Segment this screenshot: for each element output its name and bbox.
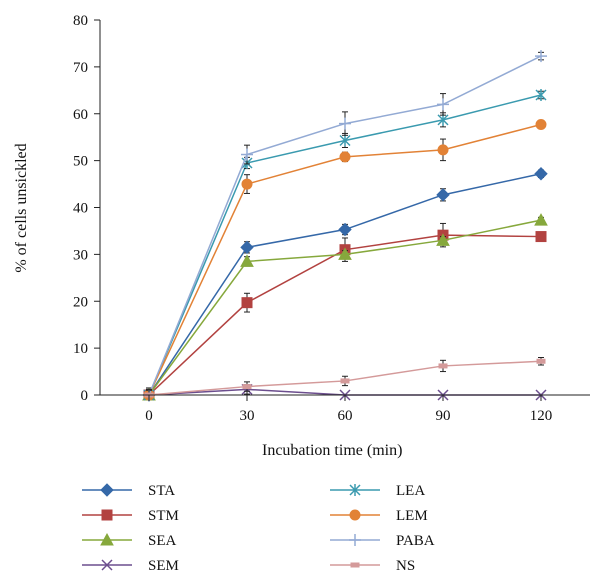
x-tick-label: 120 — [530, 408, 553, 424]
data-point — [436, 233, 450, 246]
legend-label: SEM — [148, 558, 179, 574]
x-axis-title: Incubation time (min) — [262, 442, 402, 459]
data-point — [534, 213, 548, 226]
data-point — [535, 231, 547, 243]
data-point — [340, 378, 350, 384]
legend-item-lea: LEA — [330, 483, 425, 499]
y-tick-label: 80 — [73, 13, 88, 29]
data-point — [241, 297, 253, 309]
legend-marker — [349, 509, 361, 521]
data-point — [535, 119, 547, 131]
legend-label: PABA — [396, 533, 435, 549]
plot-area — [142, 50, 548, 402]
data-point — [241, 178, 253, 190]
x-tick-label: 30 — [240, 408, 255, 424]
legend-marker — [100, 483, 114, 497]
data-point — [339, 151, 351, 163]
legend-marker — [349, 534, 361, 546]
y-axis-ticks: 0 10 20 30 40 50 60 70 80 — [73, 13, 100, 404]
y-tick-label: 40 — [73, 201, 88, 217]
data-point — [437, 113, 449, 126]
series-line — [148, 173, 542, 396]
y-axis-title: % of cells unsickled — [13, 143, 30, 272]
data-point — [535, 50, 547, 63]
data-point — [241, 148, 253, 161]
y-tick-label: 0 — [81, 388, 89, 404]
legend-marker — [350, 562, 360, 568]
data-point — [242, 384, 252, 390]
legend-label: STM — [148, 508, 179, 524]
data-point — [339, 134, 351, 147]
y-tick-label: 50 — [73, 154, 88, 170]
x-tick-label: 60 — [338, 408, 353, 424]
y-tick-label: 30 — [73, 247, 88, 263]
data-point — [338, 247, 352, 260]
legend-label: SEA — [148, 533, 177, 549]
y-tick-label: 70 — [73, 60, 88, 76]
data-point — [240, 240, 254, 255]
legend-marker — [101, 559, 113, 571]
data-point — [437, 144, 449, 156]
x-axis-ticks: 0 30 60 90 120 — [145, 395, 552, 424]
legend-marker — [100, 532, 114, 546]
legend-item-paba: PABA — [330, 533, 435, 549]
legend-item-sem: SEM — [82, 558, 179, 574]
y-tick-label: 10 — [73, 341, 88, 357]
legend-label: LEM — [396, 508, 428, 524]
series-sta — [142, 167, 548, 402]
legend-item-lem: LEM — [330, 508, 428, 524]
legend-item-sta: STA — [82, 483, 175, 499]
data-point — [535, 89, 547, 101]
x-tick-label: 0 — [145, 408, 153, 424]
legend-label: LEA — [396, 483, 425, 499]
legend-item-ns: NS — [330, 558, 415, 574]
data-point — [437, 98, 449, 111]
legend-label: NS — [396, 558, 415, 574]
x-tick-label: 90 — [436, 408, 451, 424]
y-tick-label: 20 — [73, 294, 88, 310]
legend-marker — [101, 509, 113, 521]
y-tick-label: 60 — [73, 107, 88, 123]
legend-item-sea: SEA — [82, 532, 177, 549]
legend-marker — [349, 484, 361, 496]
data-point — [534, 167, 548, 181]
legend-label: STA — [148, 483, 175, 499]
data-point — [339, 117, 351, 130]
data-point — [338, 222, 352, 237]
legend-item-stm: STM — [82, 508, 179, 524]
data-point — [438, 363, 448, 369]
legend: STA STM SEA SEM LEA LEM PABA NS — [82, 483, 435, 574]
series-ns — [144, 357, 546, 398]
data-point — [240, 254, 254, 267]
data-point — [436, 188, 450, 202]
data-point — [536, 358, 546, 364]
